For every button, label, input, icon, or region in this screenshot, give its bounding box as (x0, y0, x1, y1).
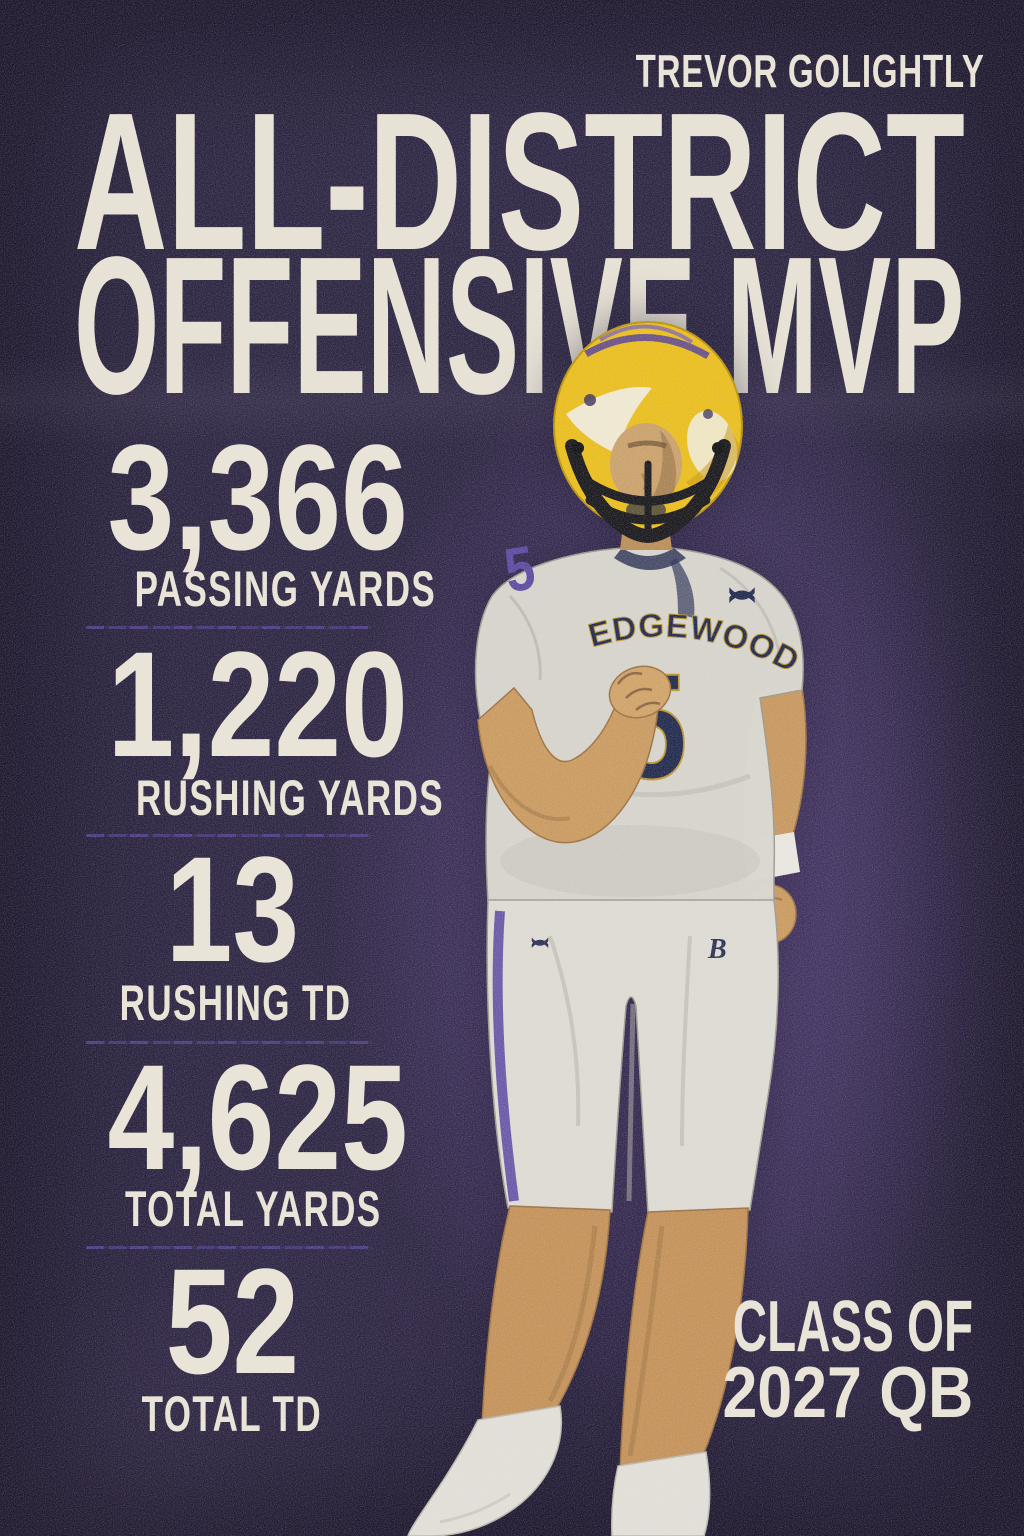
stat-value-rushing-td: 13 (165, 825, 299, 993)
class-line-2: 2027 QB (722, 1353, 973, 1433)
left-sock (407, 1405, 563, 1536)
player-head (553, 321, 743, 550)
stat-label-rushing-td: RUSHING TD (119, 975, 352, 1031)
helmet-decal (703, 409, 713, 419)
stat-value-total-yards: 4,625 (107, 1033, 408, 1201)
stat-label-total-yards: TOTAL YARDS (124, 1181, 382, 1237)
right-sock (611, 1451, 711, 1536)
team-thigh-logo: B (707, 934, 727, 965)
stat-label-total-td: TOTAL TD (141, 1386, 323, 1442)
helmet-decal (584, 394, 596, 406)
class-badge: CLASS OF 2027 QB (609, 1287, 973, 1433)
stat-label-passing-yards: PASSING YARDS (134, 561, 437, 617)
stat-value-rushing-yards: 1,220 (107, 620, 408, 788)
pants: B (486, 899, 779, 1215)
stats-column: 3,366 PASSING YARDS 1,220 RUSHING YARDS … (70, 0, 444, 1536)
stat-value-total-td: 52 (165, 1237, 299, 1405)
stat-label-rushing-yards: RUSHING YARDS (136, 770, 444, 826)
stat-value-passing-yards: 3,366 (107, 413, 408, 581)
class-line-1: CLASS OF (732, 1287, 973, 1367)
